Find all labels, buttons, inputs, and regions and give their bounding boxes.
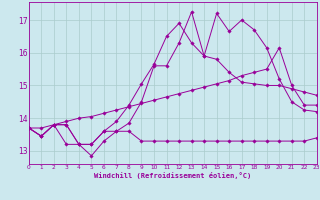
X-axis label: Windchill (Refroidissement éolien,°C): Windchill (Refroidissement éolien,°C) (94, 172, 252, 179)
